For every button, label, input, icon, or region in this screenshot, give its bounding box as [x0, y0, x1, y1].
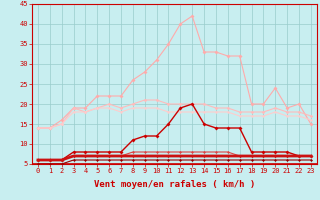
X-axis label: Vent moyen/en rafales ( km/h ): Vent moyen/en rafales ( km/h ) [94, 180, 255, 189]
